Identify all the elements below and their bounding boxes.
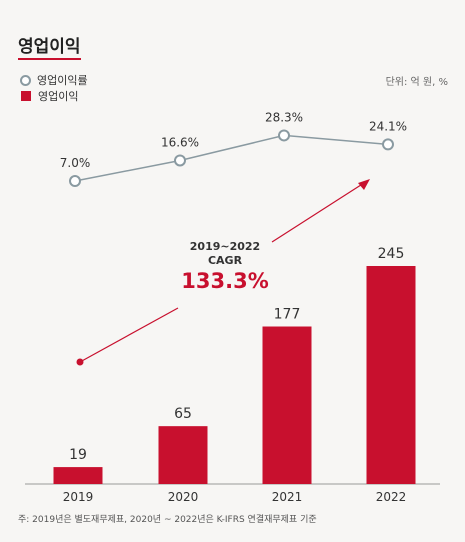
bar-value-label-2019: 19 <box>69 447 87 463</box>
legend: 영업이익률 영업이익 <box>20 72 88 104</box>
cagr-period: 2019~2022 <box>189 240 261 253</box>
cagr-arrow-head <box>358 179 370 190</box>
unit-label: 단위: 억 원, % <box>385 77 448 88</box>
margin-point-2019 <box>69 175 81 188</box>
margin-label-2020: 16.6% <box>161 135 199 149</box>
circle-marker-icon <box>20 74 31 86</box>
legend-item-margin: 영업이익률 <box>20 72 88 88</box>
x-tick-label-2021: 2021 <box>272 490 303 504</box>
cagr-arrow-upper <box>271 182 365 243</box>
margin-point-2021 <box>278 129 290 142</box>
cagr-label: CAGR <box>207 254 243 267</box>
legend-label-margin: 영업이익률 <box>37 74 88 87</box>
bar-2019 <box>53 467 103 484</box>
bar-2020 <box>158 426 208 484</box>
legend-label-profit: 영업이익 <box>38 90 79 103</box>
footnote: 주: 2019년은 별도재무제표, 2020년 ~ 2022년은 K-IFRS … <box>18 515 317 525</box>
margin-point-2022 <box>382 138 394 151</box>
x-tick-label-2022: 2022 <box>376 490 407 504</box>
bar-value-label-2021: 177 <box>274 307 301 323</box>
margin-label-2021: 28.3% <box>265 110 303 124</box>
x-tick-label-2019: 2019 <box>63 490 94 504</box>
bar-2021 <box>262 326 312 484</box>
cagr-annotation: 2019~2022 CAGR 133.3% <box>160 240 290 294</box>
square-marker-icon <box>21 91 31 101</box>
bar-value-label-2022: 245 <box>378 246 405 262</box>
bar-value-label-2020: 65 <box>174 406 192 422</box>
x-tick-label-2020: 2020 <box>168 490 199 504</box>
legend-item-profit: 영업이익 <box>20 88 88 104</box>
margin-point-2020 <box>174 154 186 167</box>
chart-title: 영업이익 <box>18 38 81 60</box>
bar-2022 <box>366 266 416 484</box>
cagr-value: 133.3% <box>181 269 269 293</box>
margin-line <box>74 134 389 182</box>
cagr-arrow-lower <box>79 307 179 363</box>
margin-label-2019: 7.0% <box>60 156 91 170</box>
margin-label-2022: 24.1% <box>369 119 407 133</box>
